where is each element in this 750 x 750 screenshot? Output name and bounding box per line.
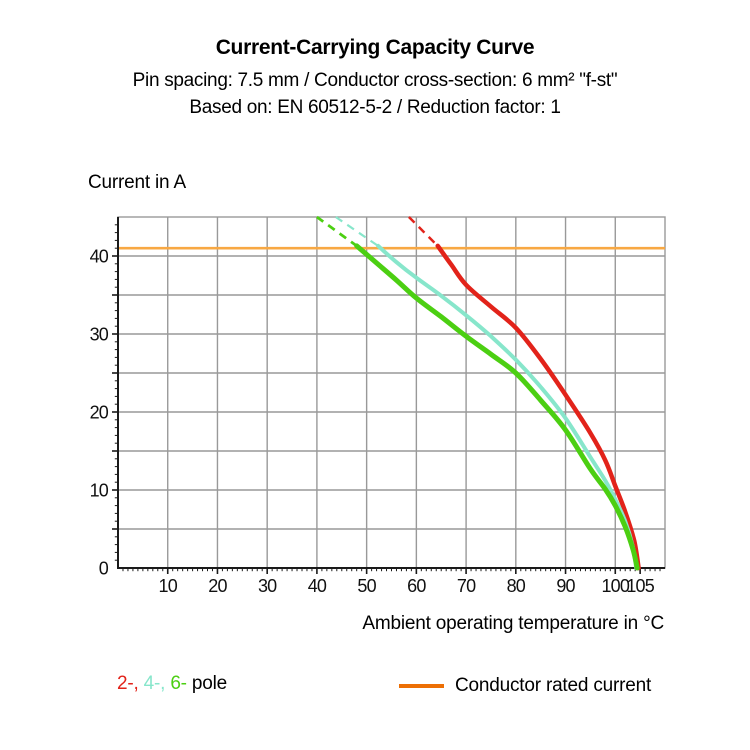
chart-header: Current-Carrying Capacity Curve Pin spac…	[0, 36, 750, 121]
curve-dashed-6-pole	[316, 215, 358, 248]
page-title: Current-Carrying Capacity Curve	[215, 36, 535, 59]
y-axis-title: Current in A	[88, 172, 186, 193]
y-tick-label: 0	[99, 559, 109, 579]
x-tick-label: 40	[308, 576, 327, 596]
x-tick-label: 90	[556, 576, 575, 596]
chart-subtitle-spec: Pin spacing: 7.5 mm / Conductor cross-se…	[132, 70, 618, 91]
x-tick-label: 30	[258, 576, 277, 596]
x-tick-label: 20	[208, 576, 227, 596]
legend-pole-label: 4-,	[143, 673, 171, 694]
conductor-rated-current-swatch	[399, 684, 444, 688]
curve-dashed-2-pole	[408, 216, 439, 247]
legend-poles: 2-, 4-, 6- pole	[117, 673, 227, 695]
x-tick-label: 105	[626, 576, 654, 596]
y-tick-label: 10	[90, 481, 109, 501]
y-tick-label: 30	[90, 325, 109, 345]
x-tick-label: 100	[601, 576, 629, 596]
x-tick-label: 60	[407, 576, 426, 596]
legend-rated-label: Conductor rated current	[455, 675, 652, 696]
chart-subtitle-standard: Based on: EN 60512-5-2 / Reduction facto…	[189, 97, 561, 118]
plot-border	[117, 216, 666, 569]
legend-rated-current: Conductor rated current	[399, 673, 651, 699]
x-tick-label: 80	[507, 576, 526, 596]
curve-dashed-4-pole	[335, 216, 379, 247]
legend-pole-label: 2-,	[117, 673, 144, 694]
curve-2-pole	[435, 243, 641, 571]
legend-pole-label: 6-	[170, 673, 192, 694]
curve-6-pole	[354, 243, 640, 571]
x-tick-label: 50	[357, 576, 376, 596]
x-tick-label: 70	[457, 576, 476, 596]
x-axis-title: Ambient operating temperature in °C	[362, 613, 664, 634]
y-tick-label: 20	[90, 403, 109, 423]
y-tick-label: 40	[90, 247, 109, 267]
legend-pole-word: pole	[191, 673, 228, 694]
x-tick-label: 10	[159, 576, 178, 596]
